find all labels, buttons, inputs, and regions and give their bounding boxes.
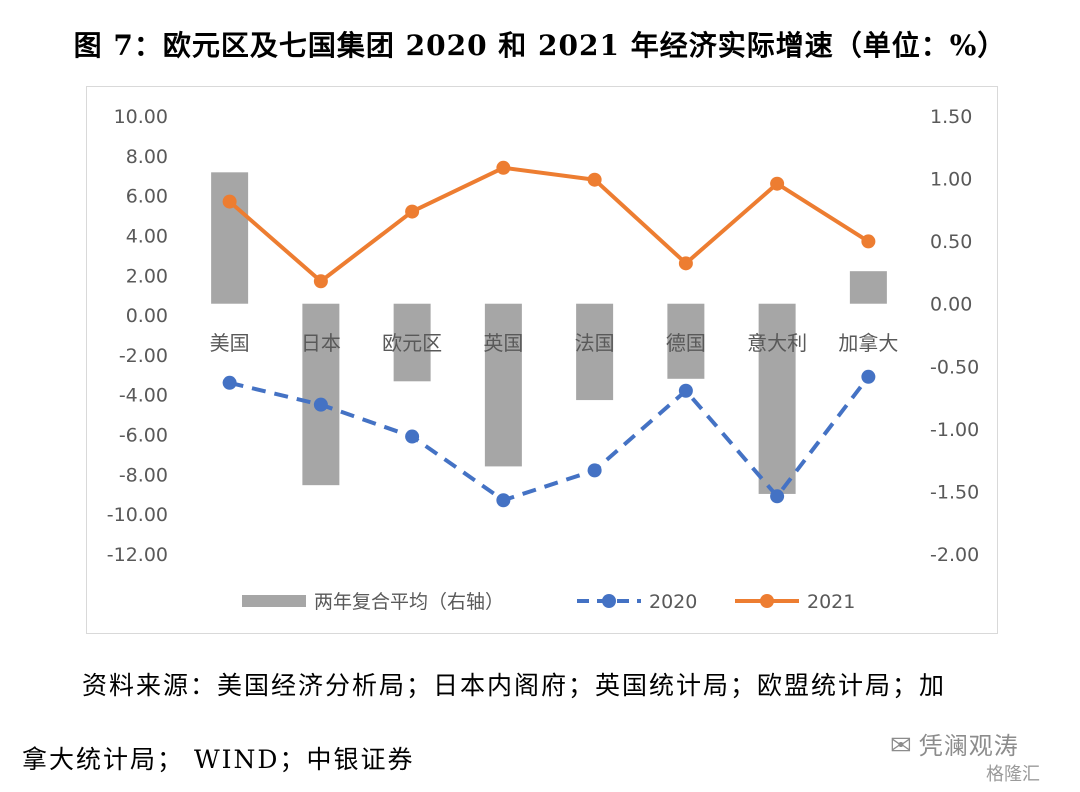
series-2021-point — [222, 194, 237, 209]
y-left-tick-label: -10.00 — [107, 504, 168, 526]
y-left-tick-label: 4.00 — [126, 225, 168, 247]
y-left-tick-label: 10.00 — [114, 106, 168, 128]
series-2020-point — [313, 397, 328, 412]
y-right-tick-label: 0.00 — [930, 294, 972, 316]
bar — [758, 303, 796, 494]
legend-marker-2021 — [760, 594, 774, 608]
y-left-tick-label: 8.00 — [126, 146, 168, 168]
wechat-icon: ✉ — [890, 731, 913, 761]
bar — [849, 271, 887, 304]
series-2020-point — [222, 375, 237, 390]
series-2021-point — [770, 176, 785, 191]
y-left-tick-label: 0.00 — [126, 305, 168, 327]
legend-swatch-bar — [242, 595, 306, 607]
bar — [302, 303, 340, 486]
series-2021-point — [587, 172, 602, 187]
series-2021-point — [678, 256, 693, 271]
legend-label-2020: 2020 — [649, 591, 697, 613]
watermark: ✉ 凭澜观涛 — [890, 726, 1019, 761]
y-left-tick-label: 2.00 — [126, 265, 168, 287]
series-2021-point — [496, 160, 511, 175]
source-note-line1: 资料来源：美国经济分析局；日本内阁府；英国统计局；欧盟统计局；加 — [82, 671, 947, 700]
legend-marker-2020 — [602, 594, 616, 608]
series-2020-line — [229, 375, 870, 503]
y-left-tick-label: 6.00 — [126, 186, 168, 208]
category-label: 美国 — [210, 331, 250, 355]
y-right-tick-label: -1.50 — [930, 481, 979, 503]
y-right-tick-label: -2.00 — [930, 544, 979, 566]
series-2020-point — [405, 429, 420, 444]
y-right-tick-label: 1.50 — [930, 106, 972, 128]
category-label: 意大利 — [747, 331, 807, 355]
bar — [211, 172, 249, 304]
source-note-line2: 拿大统计局； WIND；中银证券 — [22, 745, 415, 774]
y-left-tick-label: -12.00 — [107, 544, 168, 566]
page-title: 图 7：欧元区及七国集团 2020 和 2021 年经济实际增速（单位：%） — [73, 29, 1007, 62]
category-label: 加拿大 — [838, 331, 898, 355]
y-left-tick-label: -8.00 — [119, 464, 168, 486]
category-label: 英国 — [483, 331, 523, 355]
category-label: 日本 — [301, 331, 341, 355]
series-2020-point — [770, 489, 785, 504]
series-2021-point — [405, 204, 420, 219]
legend-label-2021: 2021 — [807, 591, 855, 613]
y-right-tick-label: 1.00 — [930, 169, 972, 191]
series-2021-point — [861, 234, 876, 249]
bar — [484, 303, 522, 467]
bar — [667, 303, 705, 379]
y-right-tick-label: 0.50 — [930, 231, 972, 253]
watermark-text: 凭澜观涛 — [918, 732, 1019, 760]
series-2021-point — [313, 274, 328, 289]
bar — [393, 303, 431, 382]
series-2020-point — [861, 369, 876, 384]
y-left-tick-label: -4.00 — [119, 385, 168, 407]
category-label: 德国 — [666, 331, 706, 355]
y-left-tick-label: -6.00 — [119, 425, 168, 447]
category-label: 法国 — [575, 331, 615, 355]
series-2020-point — [496, 493, 511, 508]
y-left-tick-label: -2.00 — [119, 345, 168, 367]
legend-label-bar: 两年复合平均（右轴） — [314, 591, 504, 613]
bar — [576, 303, 614, 401]
series-2020-point — [587, 463, 602, 478]
chart-frame — [86, 86, 998, 634]
category-label: 欧元区 — [382, 331, 442, 355]
y-right-tick-label: -1.00 — [930, 419, 979, 441]
watermark-sub: 格隆汇 — [986, 764, 1040, 785]
y-right-tick-label: -0.50 — [930, 356, 979, 378]
series-2021-line — [228, 165, 870, 284]
series-2020-point — [678, 383, 693, 398]
